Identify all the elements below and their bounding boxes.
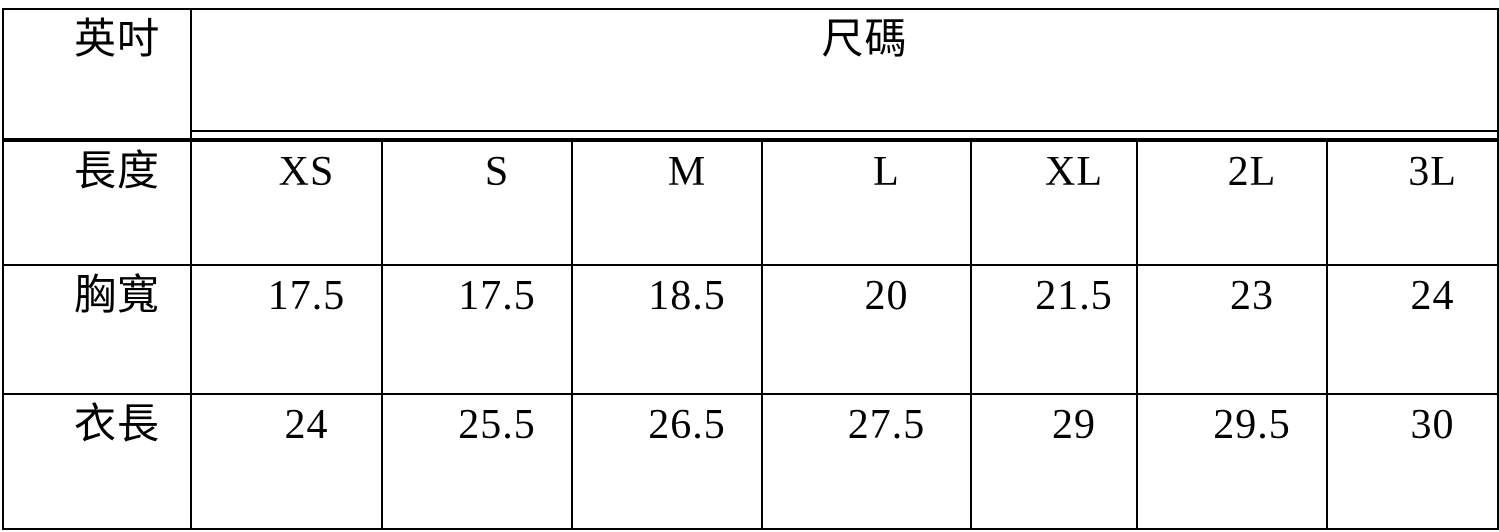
chest-value-m: 18.5 xyxy=(571,264,763,395)
size-cell-3l: 3L xyxy=(1325,138,1499,266)
chest-value-l: 20 xyxy=(761,264,972,395)
length-value-l: 27.5 xyxy=(761,393,972,530)
length-value-m: 26.5 xyxy=(571,393,763,530)
size-cell-2l: 2L xyxy=(1136,138,1328,266)
chest-value-3l: 24 xyxy=(1325,264,1499,395)
garment-length-row: 衣長 24 25.5 26.5 27.5 29 29.5 30 xyxy=(2,393,1499,530)
length-value-s: 25.5 xyxy=(381,393,573,530)
unit-header-cell: 英吋 xyxy=(2,8,192,141)
sizes-row: 長度 XS S M L XL 2L 3L xyxy=(2,138,1499,266)
length-value-2l: 29.5 xyxy=(1136,393,1328,530)
size-cell-xs: XS xyxy=(190,138,383,266)
chest-value-xs: 17.5 xyxy=(190,264,383,395)
size-cell-s: S xyxy=(381,138,573,266)
chest-value-xl: 21.5 xyxy=(970,264,1138,395)
length-value-xl: 29 xyxy=(970,393,1138,530)
size-cell-xl: XL xyxy=(970,138,1138,266)
size-chart-table: 英吋 尺碼 長度 XS S M L XL 2L 3L 胸寬 17.5 17.5 … xyxy=(2,8,1499,530)
size-header-cell: 尺碼 xyxy=(189,8,1499,132)
chest-width-row: 胸寬 17.5 17.5 18.5 20 21.5 23 24 xyxy=(2,264,1499,395)
header-gap-row xyxy=(3,130,1499,142)
row-label-cell: 長度 xyxy=(2,138,192,266)
length-value-xs: 24 xyxy=(190,393,383,530)
chest-value-2l: 23 xyxy=(1136,264,1328,395)
header-gap-cell xyxy=(189,130,1499,142)
length-value-3l: 30 xyxy=(1325,393,1499,530)
size-cell-m: M xyxy=(571,138,763,266)
row-label-cell: 衣長 xyxy=(2,393,192,530)
header-row: 英吋 尺碼 xyxy=(2,8,1499,141)
size-cell-l: L xyxy=(761,138,972,266)
chest-value-s: 17.5 xyxy=(381,264,573,395)
row-label-cell: 胸寬 xyxy=(2,264,192,395)
